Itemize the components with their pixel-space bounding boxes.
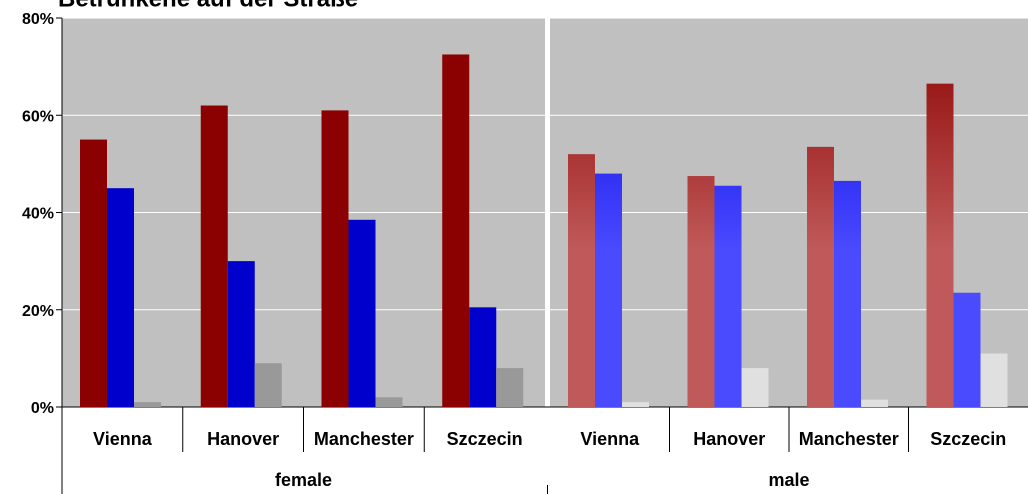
x-tick-label: Hanover xyxy=(693,429,765,449)
y-tick-label: 40% xyxy=(22,206,54,223)
bar xyxy=(254,363,282,407)
bar xyxy=(953,292,981,407)
x-tick-label: Hanover xyxy=(207,429,279,449)
bar xyxy=(469,307,497,407)
bar xyxy=(348,219,376,407)
bar xyxy=(375,397,403,407)
y-tick-label: 0% xyxy=(31,400,54,417)
bar xyxy=(80,139,107,407)
bar xyxy=(834,180,861,407)
bar xyxy=(442,54,470,407)
chart-title: Betrunkene auf der Straße xyxy=(58,0,358,12)
bar xyxy=(321,110,349,407)
y-tick-label: 80% xyxy=(22,11,54,28)
y-tick-label: 20% xyxy=(22,303,54,320)
bar xyxy=(227,261,255,407)
bar xyxy=(714,185,742,407)
bar xyxy=(134,402,161,407)
bar xyxy=(926,83,954,408)
bar xyxy=(622,402,649,407)
bar xyxy=(687,176,715,407)
panel-label: female xyxy=(275,470,332,490)
bar xyxy=(741,368,769,407)
x-tick-label: Szczecin xyxy=(447,429,523,449)
bar xyxy=(980,353,1008,407)
x-tick-label: Vienna xyxy=(580,429,640,449)
bar xyxy=(200,105,228,408)
y-tick-label: 60% xyxy=(22,108,54,125)
bar xyxy=(568,154,595,407)
bar xyxy=(107,188,134,407)
bar xyxy=(861,399,888,407)
bar xyxy=(595,173,622,407)
x-tick-label: Manchester xyxy=(799,429,899,449)
x-tick-label: Szczecin xyxy=(930,429,1006,449)
x-tick-label: Vienna xyxy=(93,429,153,449)
panel-label: male xyxy=(768,470,809,490)
bar xyxy=(496,368,524,407)
x-tick-label: Manchester xyxy=(314,429,414,449)
bar xyxy=(807,146,834,407)
